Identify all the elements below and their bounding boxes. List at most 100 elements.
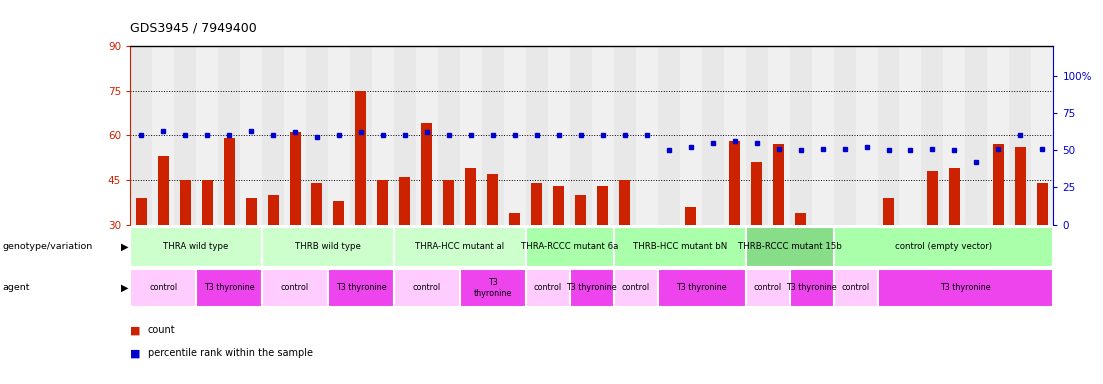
Bar [702,46,724,225]
Bar [180,180,191,225]
Bar [377,180,388,225]
Bar [130,46,152,225]
Bar [856,46,878,225]
Text: T3 thyronine: T3 thyronine [567,283,617,293]
Bar [443,180,454,225]
Bar [1009,46,1031,225]
Bar [372,46,394,225]
Bar [158,156,169,225]
Bar [394,269,460,307]
Text: control (empty vector): control (empty vector) [895,242,992,251]
Text: T3 thyronine: T3 thyronine [676,283,727,293]
Bar [729,141,740,225]
Bar [663,225,674,248]
Bar [394,46,416,225]
Bar [328,46,350,225]
Bar [130,269,196,307]
Bar [878,46,899,225]
Text: ■: ■ [130,348,141,358]
Bar [949,168,960,225]
Bar [746,227,834,267]
Bar [268,195,279,225]
Bar [246,198,257,225]
Bar [438,46,460,225]
Text: count: count [148,325,175,335]
Text: T3
thyronine: T3 thyronine [473,278,512,298]
Bar [152,46,174,225]
Bar [817,225,828,257]
Text: GDS3945 / 7949400: GDS3945 / 7949400 [130,22,257,35]
Text: THRA-HCC mutant al: THRA-HCC mutant al [416,242,504,251]
Bar [613,46,635,225]
Bar [861,225,872,231]
Bar [460,46,482,225]
Bar [619,180,630,225]
Text: T3 thyronine: T3 thyronine [335,283,386,293]
Bar [202,180,213,225]
Bar [1015,147,1026,225]
Bar [724,46,746,225]
Bar [965,46,987,225]
Bar [943,46,965,225]
Bar [993,144,1004,225]
Bar [657,46,679,225]
Text: THRB wild type: THRB wild type [295,242,361,251]
Bar [465,168,476,225]
Bar [613,269,657,307]
Bar [884,198,895,225]
Bar [174,46,196,225]
Bar [685,207,696,225]
Bar [570,46,591,225]
Text: control: control [149,283,178,293]
Bar [136,198,147,225]
Bar [746,269,790,307]
Bar [488,174,499,225]
Bar [263,227,394,267]
Bar [548,46,570,225]
Bar [570,269,613,307]
Bar [532,183,543,225]
Bar [263,46,283,225]
Text: control: control [842,283,869,293]
Text: T3 thyronine: T3 thyronine [204,283,255,293]
Text: ▶: ▶ [121,242,129,252]
Bar [263,269,328,307]
Text: T3 thyronine: T3 thyronine [786,283,837,293]
Text: ■: ■ [130,325,141,335]
Text: THRB-RCCC mutant 15b: THRB-RCCC mutant 15b [738,242,842,251]
Bar [790,269,834,307]
Bar [927,171,938,225]
Bar [355,91,366,225]
Bar [1037,183,1048,225]
Text: T3 thyronine: T3 thyronine [940,283,990,293]
Bar [591,46,613,225]
Bar [289,132,300,225]
Bar [971,225,982,287]
Bar [510,213,521,225]
Text: control: control [534,283,561,293]
Text: control: control [753,283,782,293]
Bar [576,195,587,225]
Bar [526,269,570,307]
Bar [306,46,328,225]
Bar [641,225,652,240]
Text: THRA wild type: THRA wild type [163,242,228,251]
Bar [834,46,856,225]
Text: agent: agent [2,283,30,293]
Bar [394,227,526,267]
Bar [812,46,834,225]
Text: THRA-RCCC mutant 6a: THRA-RCCC mutant 6a [521,242,619,251]
Bar [240,46,263,225]
Bar [1031,46,1053,225]
Bar [773,144,784,225]
Bar [635,46,657,225]
Bar [834,227,1053,267]
Text: percentile rank within the sample: percentile rank within the sample [148,348,313,358]
Bar [613,227,746,267]
Text: THRB-HCC mutant bN: THRB-HCC mutant bN [632,242,727,251]
Bar [399,177,410,225]
Bar [421,124,432,225]
Text: control: control [622,283,650,293]
Bar [878,269,1053,307]
Bar [921,46,943,225]
